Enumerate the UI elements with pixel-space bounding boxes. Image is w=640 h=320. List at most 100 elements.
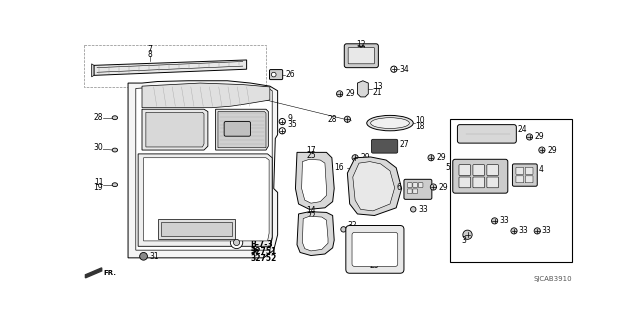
Circle shape	[410, 207, 416, 212]
FancyBboxPatch shape	[408, 183, 412, 188]
Polygon shape	[296, 152, 334, 209]
Polygon shape	[128, 81, 278, 258]
Text: 7: 7	[147, 45, 152, 54]
Text: 33: 33	[499, 216, 509, 225]
Bar	[450, 119, 572, 262]
Circle shape	[391, 66, 397, 72]
FancyBboxPatch shape	[459, 165, 470, 175]
Text: 5: 5	[445, 163, 451, 172]
Text: 29: 29	[535, 132, 545, 141]
Text: 28: 28	[328, 115, 337, 124]
Text: 30: 30	[93, 143, 103, 152]
FancyBboxPatch shape	[452, 159, 508, 193]
Text: 19: 19	[93, 183, 103, 192]
FancyBboxPatch shape	[352, 232, 397, 266]
Text: 33: 33	[542, 227, 552, 236]
Text: 34: 34	[399, 65, 409, 74]
Circle shape	[352, 155, 358, 161]
Text: 20: 20	[356, 45, 366, 54]
Polygon shape	[348, 157, 402, 215]
Text: 10: 10	[415, 116, 425, 125]
Text: 16: 16	[334, 163, 344, 172]
Text: 6: 6	[397, 182, 402, 191]
Polygon shape	[218, 112, 266, 148]
FancyBboxPatch shape	[348, 48, 374, 64]
Polygon shape	[353, 162, 395, 211]
FancyBboxPatch shape	[269, 69, 283, 80]
Ellipse shape	[112, 183, 118, 187]
Circle shape	[237, 223, 241, 228]
Polygon shape	[157, 219, 235, 239]
Circle shape	[463, 230, 472, 239]
Polygon shape	[216, 109, 268, 150]
Circle shape	[430, 184, 436, 190]
Text: 31: 31	[150, 252, 159, 261]
FancyBboxPatch shape	[487, 177, 499, 188]
Ellipse shape	[112, 148, 118, 152]
Text: 1: 1	[241, 230, 245, 239]
FancyBboxPatch shape	[413, 183, 417, 188]
Circle shape	[279, 128, 285, 134]
Polygon shape	[303, 216, 328, 251]
Circle shape	[340, 227, 346, 232]
Bar	[84, 44, 266, 87]
Text: 3: 3	[461, 236, 466, 245]
Polygon shape	[301, 159, 326, 203]
Polygon shape	[142, 83, 270, 108]
FancyBboxPatch shape	[473, 165, 484, 175]
Text: 13: 13	[373, 83, 383, 92]
Circle shape	[492, 218, 498, 224]
Polygon shape	[143, 158, 269, 241]
Text: 4: 4	[539, 165, 543, 174]
FancyBboxPatch shape	[371, 139, 397, 153]
Text: 29: 29	[436, 153, 446, 162]
Circle shape	[526, 134, 532, 140]
Text: 32751: 32751	[250, 247, 276, 256]
Text: 28: 28	[93, 113, 103, 122]
FancyBboxPatch shape	[404, 179, 432, 199]
Circle shape	[428, 155, 434, 161]
Text: 33: 33	[518, 227, 529, 236]
FancyBboxPatch shape	[419, 183, 423, 188]
FancyBboxPatch shape	[516, 176, 524, 183]
Polygon shape	[358, 81, 368, 97]
Circle shape	[230, 236, 243, 249]
Text: 12: 12	[356, 40, 366, 49]
FancyBboxPatch shape	[487, 165, 499, 175]
Text: 15: 15	[370, 256, 380, 265]
Text: 24: 24	[518, 125, 527, 134]
FancyBboxPatch shape	[413, 189, 417, 194]
Text: 23: 23	[370, 261, 380, 270]
Text: 9: 9	[288, 114, 292, 123]
FancyBboxPatch shape	[458, 124, 516, 143]
Polygon shape	[136, 87, 272, 250]
Text: B-7-3: B-7-3	[250, 240, 273, 249]
Circle shape	[140, 252, 147, 260]
Text: 29: 29	[547, 146, 557, 155]
Text: FR.: FR.	[103, 270, 116, 276]
Text: 21: 21	[373, 88, 383, 97]
Polygon shape	[142, 109, 208, 150]
Text: 27: 27	[399, 140, 409, 149]
Circle shape	[271, 72, 276, 77]
Circle shape	[534, 228, 540, 234]
Polygon shape	[85, 268, 102, 278]
Circle shape	[539, 147, 545, 153]
Text: 29: 29	[345, 89, 355, 98]
Ellipse shape	[371, 118, 410, 129]
Text: 29: 29	[360, 153, 370, 162]
Text: 8: 8	[147, 50, 152, 59]
Ellipse shape	[367, 116, 413, 131]
FancyBboxPatch shape	[344, 44, 378, 68]
FancyBboxPatch shape	[513, 164, 537, 186]
Polygon shape	[94, 60, 246, 75]
Text: 17: 17	[306, 146, 316, 155]
Circle shape	[511, 228, 517, 234]
Text: 26: 26	[285, 70, 295, 79]
FancyBboxPatch shape	[224, 122, 250, 136]
FancyBboxPatch shape	[408, 189, 412, 194]
Polygon shape	[138, 154, 272, 246]
Polygon shape	[161, 222, 232, 236]
Text: 25: 25	[306, 151, 316, 160]
Text: 33: 33	[419, 205, 428, 214]
